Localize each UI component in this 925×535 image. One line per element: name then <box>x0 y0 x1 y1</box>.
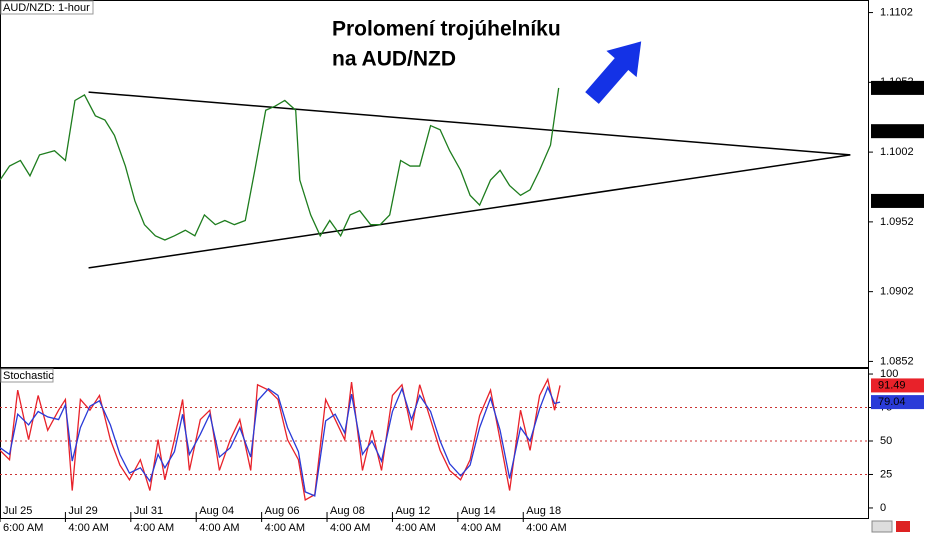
last-value-box <box>871 378 924 393</box>
x-tick-sublabel: 4:00 AM <box>461 522 501 534</box>
arrow <box>585 41 642 104</box>
x-tick-label: Aug 06 <box>265 505 300 517</box>
x-tick-label: Jul 25 <box>3 505 32 517</box>
y-tick-label: 100 <box>880 368 898 380</box>
panel-frame <box>0 0 869 368</box>
x-tick-sublabel: 4:00 AM <box>68 522 108 534</box>
x-tick-sublabel: 4:00 AM <box>265 522 305 534</box>
price-marker-label: 1.0967 <box>880 195 914 207</box>
x-tick-sublabel: 4:00 AM <box>395 522 435 534</box>
x-tick-label: Aug 08 <box>330 505 365 517</box>
toolbar-icons <box>871 520 910 533</box>
y-tick-label: 1.1102 <box>880 6 913 18</box>
price-marker-label: 1.1017 <box>880 125 914 137</box>
y-tick-label: 1.0952 <box>880 216 914 228</box>
last-value-box <box>871 395 924 410</box>
series-line <box>0 87 560 241</box>
chart-title: AUD/NZD: 1-hour <box>3 2 90 14</box>
x-tick-label: Aug 12 <box>395 505 430 517</box>
x-tick-label: Jul 29 <box>68 505 97 517</box>
series-line <box>0 385 561 497</box>
y-tick-label: 1.0852 <box>880 355 914 367</box>
price-marker-box <box>871 193 924 208</box>
x-tick-label: Aug 04 <box>199 505 234 517</box>
annotation: na AUD/NZD <box>332 48 456 71</box>
trendline <box>88 154 851 269</box>
x-tick-sublabel: 4:00 AM <box>330 522 370 534</box>
x-tick-sublabel: 6:00 AM <box>3 522 43 534</box>
price-marker-box <box>871 124 924 139</box>
y-tick-label: 50 <box>880 435 892 447</box>
trendline <box>88 91 851 156</box>
y-tick-label: 25 <box>880 468 892 480</box>
price-marker-label: 1.1048 <box>880 82 914 94</box>
annotation: Prolomení trojúhelníku <box>332 18 561 41</box>
last-value-label: 91.49 <box>878 379 906 391</box>
x-tick-label: Jul 31 <box>134 505 163 517</box>
price-marker-box <box>871 80 924 95</box>
x-tick-sublabel: 4:00 AM <box>526 522 566 534</box>
chart-title: Stochastic <box>3 370 54 382</box>
x-tick-sublabel: 4:00 AM <box>134 522 174 534</box>
y-tick-label: 0 <box>880 502 886 514</box>
x-tick-label: Aug 18 <box>526 505 561 517</box>
y-tick-label: 1.0902 <box>880 286 914 298</box>
last-value-label: 79.04 <box>878 396 906 408</box>
title-box <box>0 0 94 15</box>
y-tick-label: 1.1002 <box>880 146 914 158</box>
x-tick-label: Aug 14 <box>461 505 496 517</box>
series-line <box>0 377 561 501</box>
x-tick-sublabel: 4:00 AM <box>199 522 239 534</box>
panel-frame <box>0 368 869 519</box>
title-box <box>0 368 54 383</box>
